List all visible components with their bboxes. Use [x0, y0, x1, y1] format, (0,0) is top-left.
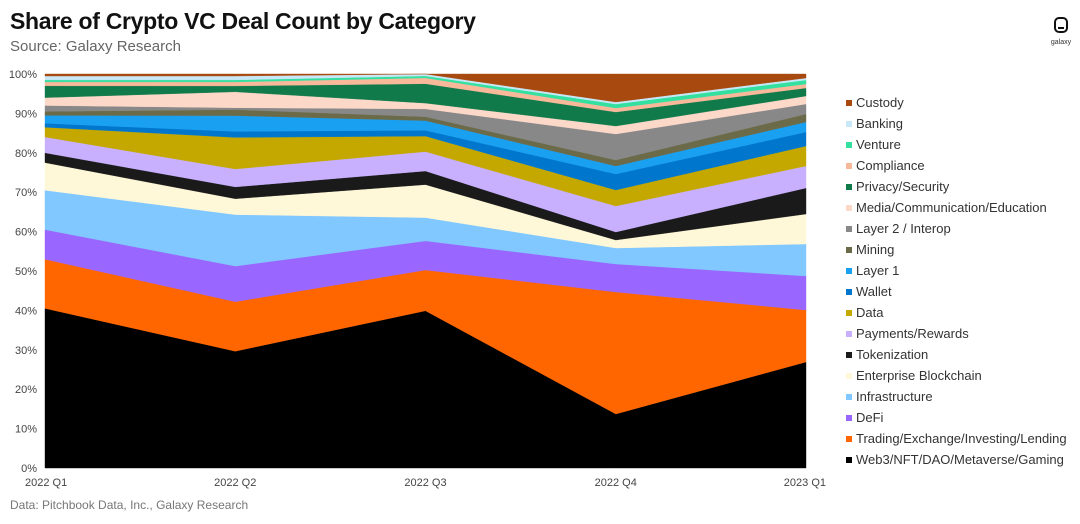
legend-label: Mining: [856, 242, 895, 257]
chart-subtitle: Source: Galaxy Research: [10, 38, 181, 55]
x-tick-label: 2022 Q3: [404, 477, 446, 489]
legend-label: DeFi: [856, 410, 884, 425]
galaxy-logo: galaxy: [1046, 17, 1076, 53]
legend-swatch: [846, 372, 852, 379]
legend-swatch: [846, 393, 852, 400]
legend-item: Tokenization: [846, 344, 1067, 365]
y-tick-label: 0%: [21, 463, 37, 475]
legend-label: Compliance: [856, 158, 925, 173]
chart-title: Share of Crypto VC Deal Count by Categor…: [10, 8, 476, 34]
legend-swatch: [846, 120, 852, 127]
legend-swatch: [846, 330, 852, 337]
y-tick-label: 40%: [15, 305, 37, 317]
galaxy-logo-text: galaxy: [1050, 39, 1072, 46]
legend-swatch: [846, 414, 852, 421]
legend-label: Data: [856, 305, 884, 320]
x-tick-label: 2022 Q2: [214, 477, 256, 489]
x-tick-label: 2022 Q1: [25, 477, 67, 489]
legend-label: Layer 1: [856, 263, 900, 278]
legend-swatch: [846, 141, 852, 148]
legend-swatch: [846, 99, 852, 106]
y-tick-label: 20%: [15, 384, 37, 396]
legend-item: Custody: [846, 92, 1067, 113]
legend-item: Banking: [846, 113, 1067, 134]
y-tick-label: 10%: [15, 424, 37, 436]
x-tick-label: 2022 Q4: [595, 477, 637, 489]
legend-item: Payments/Rewards: [846, 323, 1067, 344]
legend-swatch: [846, 351, 852, 358]
y-tick-label: 30%: [15, 345, 37, 357]
legend-item: Compliance: [846, 155, 1067, 176]
legend-swatch: [846, 288, 852, 295]
legend-label: Trading/Exchange/Investing/Lending: [856, 431, 1067, 446]
legend-swatch: [846, 162, 852, 169]
area-series-18: [44, 73, 807, 103]
y-tick-label: 80%: [15, 148, 37, 160]
legend-swatch: [846, 456, 852, 463]
legend-label: Banking: [856, 116, 903, 131]
data-source-note: Data: Pitchbook Data, Inc., Galaxy Resea…: [10, 498, 249, 512]
legend-label: Layer 2 / Interop: [856, 221, 951, 236]
legend-item: Privacy/Security: [846, 176, 1067, 197]
legend-swatch: [846, 183, 852, 190]
legend-label: Custody: [856, 95, 904, 110]
legend-label: Enterprise Blockchain: [856, 368, 982, 383]
legend-item: DeFi: [846, 407, 1067, 428]
chart-legend: Custody Banking Venture Compliance Privacy/S…: [846, 92, 1067, 470]
x-tick-label: 2023 Q1: [784, 477, 826, 489]
legend-label: Media/Communication/Education: [856, 200, 1047, 215]
legend-swatch: [846, 309, 852, 316]
legend-item: Layer 1: [846, 260, 1067, 281]
y-tick-label: 70%: [15, 187, 37, 199]
legend-swatch: [846, 204, 852, 211]
legend-swatch: [846, 435, 852, 442]
legend-swatch: [846, 225, 852, 232]
legend-item: Media/Communication/Education: [846, 197, 1067, 218]
galaxy-logo-icon: [1054, 17, 1068, 33]
legend-label: Web3/NFT/DAO/Metaverse/Gaming: [856, 452, 1064, 467]
legend-item: Mining: [846, 239, 1067, 260]
y-tick-label: 100%: [9, 69, 37, 81]
legend-item: Web3/NFT/DAO/Metaverse/Gaming: [846, 449, 1067, 470]
legend-swatch: [846, 246, 852, 253]
legend-item: Enterprise Blockchain: [846, 365, 1067, 386]
legend-swatch: [846, 267, 852, 274]
legend-item: Venture: [846, 134, 1067, 155]
legend-label: Tokenization: [856, 347, 929, 362]
legend-label: Infrastructure: [856, 389, 933, 404]
legend-label: Payments/Rewards: [856, 326, 969, 341]
y-tick-label: 50%: [15, 266, 37, 278]
stacked-area-chart: 0% 10% 20% 30% 40% 50% 60% 70% 80% 90% 100% 2022 Q1…: [9, 69, 826, 489]
legend-label: Wallet: [856, 284, 892, 299]
y-tick-label: 90%: [15, 108, 37, 120]
legend-item: Infrastructure: [846, 386, 1067, 407]
y-tick-label: 60%: [15, 227, 37, 239]
legend-item: Data: [846, 302, 1067, 323]
legend-item: Layer 2 / Interop: [846, 218, 1067, 239]
legend-item: Wallet: [846, 281, 1067, 302]
legend-label: Venture: [856, 137, 901, 152]
legend-label: Privacy/Security: [856, 179, 950, 194]
legend-item: Trading/Exchange/Investing/Lending: [846, 428, 1067, 449]
